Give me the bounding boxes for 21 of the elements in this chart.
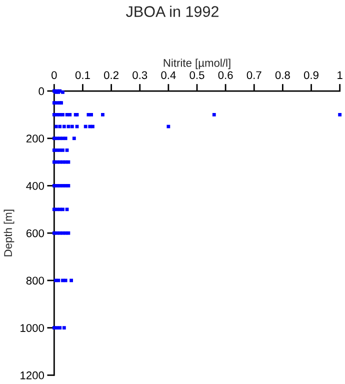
y-tick-label: 1200 bbox=[20, 371, 44, 380]
y-axis-title: Depth [m] bbox=[4, 210, 14, 256]
y-tick-label: 1000 bbox=[20, 324, 44, 332]
x-tick-label: 0.4 bbox=[161, 71, 176, 80]
y-tick-label: 0 bbox=[38, 87, 44, 96]
x-tick-label: 0.8 bbox=[275, 71, 290, 80]
x-tick-label: 0.6 bbox=[218, 71, 233, 80]
chart-title: JBOA in 1992 bbox=[126, 6, 218, 17]
x-tick-label: 0.3 bbox=[132, 71, 148, 80]
x-tick-label: 0 bbox=[52, 71, 57, 80]
x-tick-label: 0.7 bbox=[246, 71, 262, 80]
y-tick-label: 400 bbox=[26, 182, 44, 190]
x-tick-label: 0.9 bbox=[304, 71, 318, 80]
x-tick-label: 0.5 bbox=[190, 71, 204, 80]
x-tick-label: 0.1 bbox=[75, 71, 90, 80]
y-tick-label: 200 bbox=[26, 134, 44, 143]
x-tick-label: 0.2 bbox=[104, 71, 118, 80]
y-tick-label: 600 bbox=[26, 229, 44, 238]
x-tick-label: 1 bbox=[338, 71, 342, 79]
x-axis-title: Nitrite [µmol/l] bbox=[164, 58, 230, 70]
y-tick-label: 800 bbox=[26, 276, 44, 285]
